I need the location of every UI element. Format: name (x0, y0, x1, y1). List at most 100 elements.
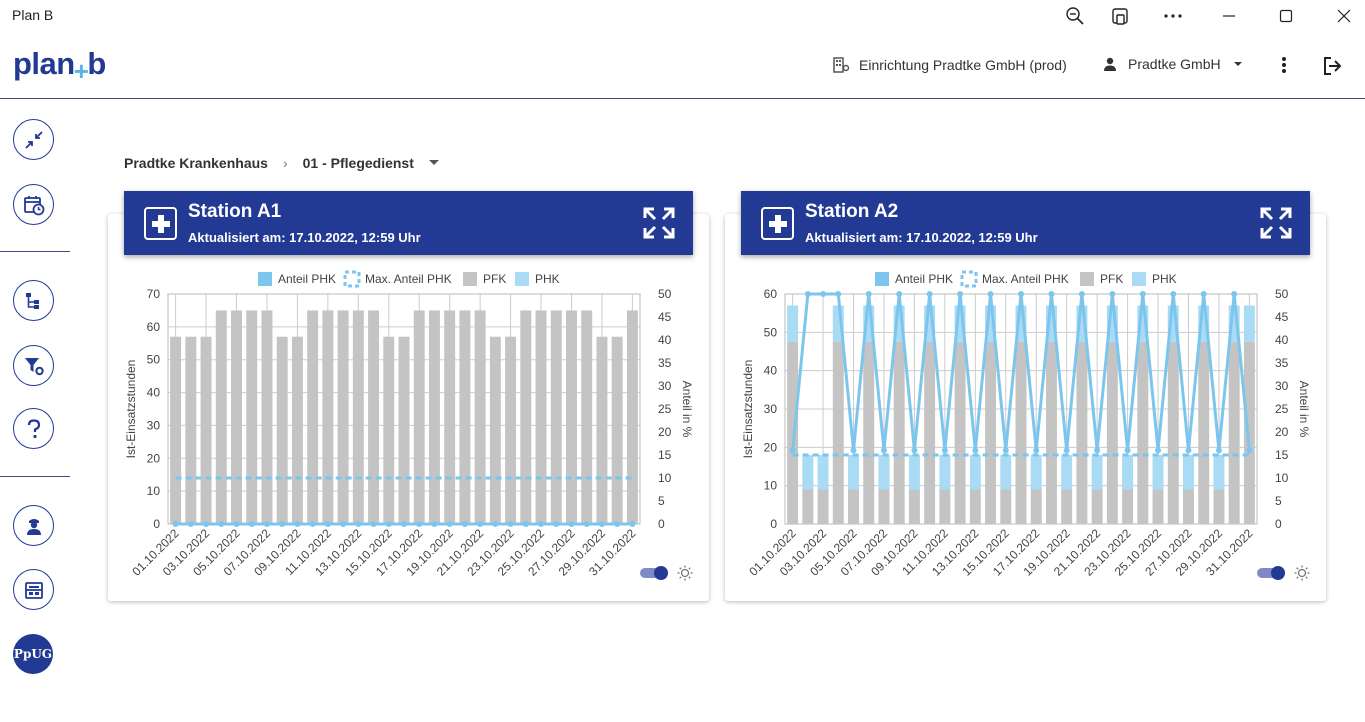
workstation-icon (24, 581, 43, 599)
theme-toggle[interactable] (1271, 566, 1285, 580)
bar-pfk (1091, 489, 1103, 524)
sun-icon (1294, 565, 1310, 581)
point-anteil-phk (522, 521, 529, 527)
point-anteil-phk (865, 291, 872, 297)
point-anteil-phk (477, 521, 484, 527)
bar-pfk (352, 310, 364, 524)
more-vertical-icon[interactable] (1281, 56, 1287, 74)
point-anteil-phk (1033, 447, 1040, 454)
bar-phk (802, 455, 814, 490)
legend-label: PHK (1152, 272, 1177, 286)
point-anteil-phk (279, 521, 286, 527)
point-anteil-phk (1018, 291, 1024, 297)
y2-tick-label: 0 (1275, 517, 1282, 531)
point-anteil-phk (804, 291, 811, 297)
y-tick-label: 30 (764, 402, 778, 416)
bar-phk (1213, 455, 1225, 490)
filter-settings-icon (24, 357, 44, 375)
point-anteil-phk (1185, 447, 1192, 454)
y2-axis-label: Anteil in % (680, 381, 694, 438)
bar-pfk (261, 310, 273, 524)
bar-pfk (520, 310, 532, 524)
medical-cross-icon (144, 207, 177, 240)
point-anteil-phk (789, 447, 796, 454)
point-anteil-phk (1109, 291, 1116, 297)
nurse-button[interactable] (13, 505, 54, 546)
y2-tick-label: 10 (1275, 471, 1289, 485)
sun-ray (688, 576, 691, 579)
app-logo: plan+b (13, 46, 106, 86)
help-button[interactable] (13, 408, 54, 449)
y2-tick-label: 30 (1275, 379, 1289, 393)
point-anteil-phk (1002, 447, 1009, 454)
bar-pfk (383, 336, 395, 524)
bar-pfk (368, 310, 380, 524)
chevron-down-icon[interactable] (428, 160, 439, 166)
point-anteil-phk (583, 521, 590, 527)
bar-pfk (215, 310, 227, 524)
bar-pfk (566, 310, 577, 524)
bar-phk (1167, 305, 1179, 342)
point-anteil-phk (972, 447, 979, 454)
point-anteil-phk (1215, 447, 1222, 454)
calendar-schedule-button[interactable] (13, 184, 54, 225)
calendar-clock-icon (23, 195, 44, 215)
point-anteil-phk (385, 521, 392, 527)
organization-selector[interactable]: Einrichtung Pradtke GmbH (prod) (832, 56, 1067, 74)
legend-label: Anteil PHK (895, 272, 953, 286)
point-anteil-phk (987, 291, 994, 297)
bar-pfk (802, 489, 814, 524)
bar-pfk (969, 489, 981, 524)
user-menu[interactable]: Pradtke GmbH (1102, 56, 1253, 72)
close-icon[interactable] (1329, 2, 1359, 30)
bar-pfk (1167, 341, 1179, 524)
collapse-button[interactable] (13, 119, 54, 160)
point-anteil-phk (1124, 447, 1131, 454)
ppug-button[interactable]: PpUG (13, 634, 53, 674)
zoom-out-icon[interactable] (1060, 2, 1090, 30)
minimize-icon[interactable] (1214, 2, 1244, 30)
point-anteil-phk (941, 447, 948, 454)
y2-tick-label: 50 (658, 287, 672, 301)
y-tick-label: 50 (147, 353, 161, 367)
y2-tick-label: 45 (658, 310, 672, 324)
bar-pfk (1061, 489, 1073, 524)
point-anteil-phk (850, 447, 857, 454)
theme-toggle[interactable] (654, 566, 668, 580)
sun-ray (1305, 576, 1308, 579)
expand-icon[interactable] (643, 207, 675, 244)
window-title: Plan B (12, 7, 54, 23)
card-updated: Aktualisiert am: 17.10.2022, 12:59 Uhr (805, 230, 1038, 245)
workstation-button[interactable] (13, 569, 54, 610)
bar-pfk (1106, 341, 1118, 524)
point-anteil-phk (1155, 447, 1162, 454)
point-anteil-phk (538, 521, 545, 527)
bar-phk (1122, 455, 1134, 490)
y-axis-label: Ist-Einsatzstunden (124, 360, 138, 459)
breadcrumb-department[interactable]: 01 - Pflegedienst (302, 155, 414, 171)
logout-icon[interactable] (1323, 56, 1343, 76)
bar-pfk (1137, 341, 1149, 524)
bar-phk (832, 305, 844, 342)
bar-pfk (246, 310, 258, 524)
bar-pfk (1152, 489, 1164, 524)
hierarchy-icon (25, 292, 39, 309)
cast-icon[interactable] (1105, 2, 1135, 30)
hierarchy-button[interactable] (13, 280, 54, 321)
expand-icon[interactable] (1260, 207, 1292, 244)
bar-phk (1183, 455, 1194, 490)
maximize-icon[interactable] (1271, 2, 1301, 30)
bar-phk (1000, 455, 1012, 490)
card-title: Station A2 (805, 201, 899, 222)
more-horizontal-icon[interactable] (1158, 2, 1188, 30)
breadcrumb-hospital[interactable]: Pradtke Krankenhaus (124, 155, 268, 171)
station-card: Station A2 Aktualisiert am: 17.10.2022, … (725, 191, 1326, 601)
bar-pfk (985, 341, 997, 524)
bar-phk (1228, 305, 1240, 342)
y-tick-label: 20 (147, 451, 161, 465)
sun-core (1297, 568, 1307, 578)
organization-label: Einrichtung Pradtke GmbH (prod) (859, 57, 1067, 73)
legend-swatch (463, 272, 477, 286)
filter-settings-button[interactable] (13, 345, 54, 386)
legend-label: Max. Anteil PHK (982, 272, 1069, 286)
